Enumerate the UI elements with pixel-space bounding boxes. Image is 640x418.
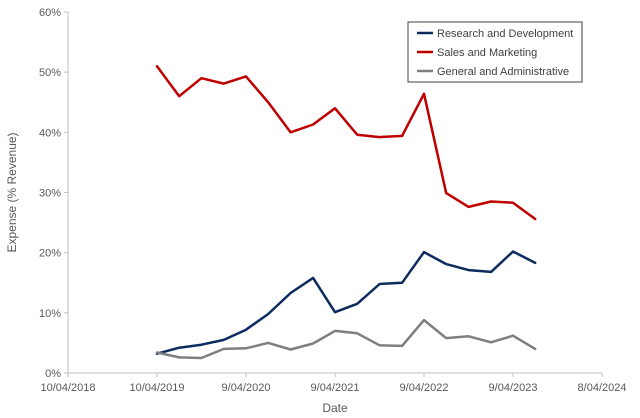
x-tick-label: 10/04/2018 [40, 382, 95, 394]
x-tick-label: 8/04/2024 [578, 382, 627, 394]
y-tick-label: 0% [45, 368, 61, 380]
y-tick-label: 40% [39, 127, 61, 139]
y-tick-label: 50% [39, 67, 61, 79]
legend-label: Sales and Marketing [437, 47, 537, 59]
series-line-3 [155, 318, 537, 360]
x-axis-title: Date [322, 401, 348, 415]
x-tick-label: 9/04/2023 [489, 382, 538, 394]
y-axis-title: Expense (% Revenue) [5, 132, 19, 252]
x-tick-label: 9/04/2020 [222, 382, 271, 394]
legend-label: Research and Development [437, 28, 573, 40]
series-line-2 [155, 64, 537, 221]
x-tick-label: 9/04/2021 [311, 382, 360, 394]
series-layer [155, 64, 537, 360]
legend-label: General and Administrative [437, 66, 569, 78]
series-line-1 [155, 250, 537, 355]
x-tick-label: 9/04/2022 [400, 382, 449, 394]
y-tick-label: 30% [39, 188, 61, 200]
y-tick-label: 60% [39, 7, 61, 19]
legend-box [407, 21, 583, 83]
y-tick-label: 10% [39, 308, 61, 320]
legend: Research and Development Sales and Market… [407, 21, 583, 83]
y-tick-label: 20% [39, 248, 61, 260]
x-tick-label: 10/04/2019 [129, 382, 184, 394]
axes: 0% 10% 20% 30% 40% 50% 60% 10/04/2018 10/04/2019… [39, 7, 627, 394]
